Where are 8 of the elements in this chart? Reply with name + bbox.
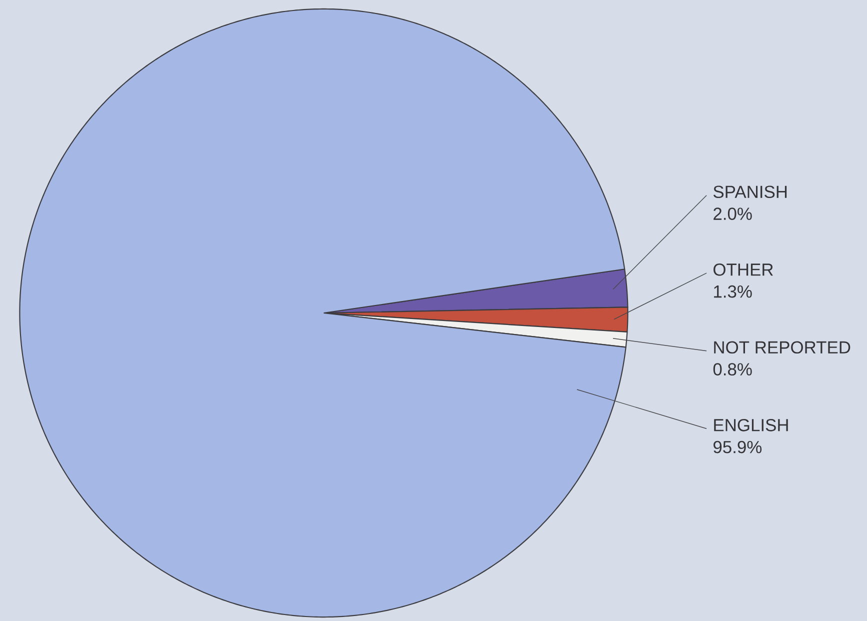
slice-label: NOT REPORTED [714, 341, 850, 354]
data-label: 95.9% [714, 440, 762, 454]
data-label: 2.0% [714, 208, 752, 220]
slice-label: OTHER [714, 263, 773, 276]
slice-label: SPANISH [713, 186, 787, 198]
data-label: 0.8% [713, 363, 752, 376]
slice-label: ENGLISH [714, 418, 788, 432]
data-label: 1.3% [714, 285, 752, 298]
